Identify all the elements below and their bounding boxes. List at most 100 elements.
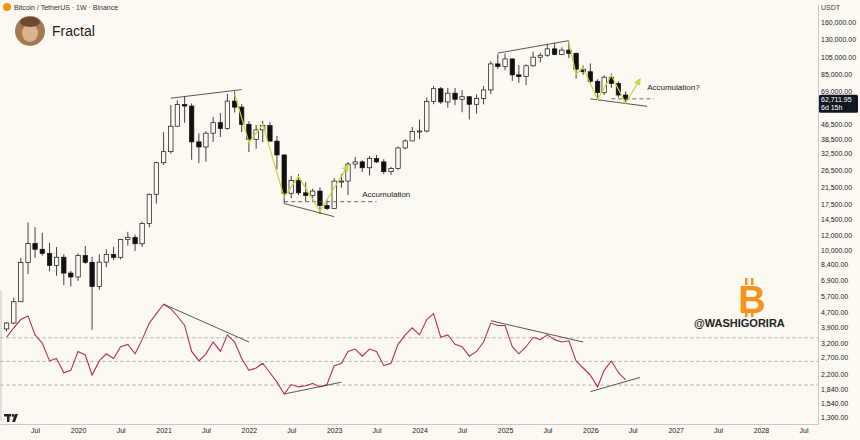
candle-body: [595, 81, 599, 92]
y-tick-label: 3,200.00: [821, 340, 848, 347]
y-tick-label: 26,500.00: [821, 167, 852, 174]
candle-body: [197, 142, 201, 147]
trend-line: [284, 201, 376, 202]
subtitle: Bitcoin / TetherUS · 1W · Binance: [14, 4, 118, 11]
candle-body: [26, 243, 30, 262]
chart: 160,000.00130,000.00105,000.0085,000.006…: [0, 0, 860, 440]
y-tick: 38,500.00: [818, 136, 852, 143]
y-tick-label: 5,700.00: [821, 293, 848, 300]
x-tick-label: Jul: [629, 427, 638, 434]
trend-line: [284, 204, 334, 217]
rsi-grid-line: [1, 361, 819, 362]
candle-body: [403, 141, 407, 148]
y-tick-label: 10,000.00: [821, 247, 852, 254]
candle-wick: [305, 182, 306, 201]
y-tick: 3,900.00: [818, 324, 848, 331]
candle-body: [97, 262, 101, 286]
y-tick: 8,400.00: [818, 261, 848, 268]
x-tick-label: 2022: [242, 427, 258, 434]
candle-body: [12, 302, 16, 323]
candle-body: [510, 59, 514, 75]
y-tick-label: 1,540.00: [821, 400, 848, 407]
candle-body: [19, 263, 23, 302]
x-tick: Jul: [458, 424, 467, 434]
candle-body: [311, 191, 315, 195]
candle-body: [133, 237, 137, 243]
candle-wick: [184, 96, 185, 122]
logo-part: [7, 414, 10, 422]
logo-part: [12, 414, 15, 417]
y-tick: 2,200.00: [818, 371, 848, 378]
y-axis-line: [818, 5, 819, 425]
candle-body: [182, 104, 186, 106]
y-tick: 2,700.00: [818, 354, 848, 361]
trend-line: [590, 99, 647, 107]
avatar-hair: [20, 17, 40, 27]
y-tick: 32,500.00: [818, 150, 852, 157]
y-axis-unit: USDT: [821, 4, 841, 11]
y-tick: 26,500.00: [818, 167, 852, 174]
background: [0, 0, 860, 440]
candle-body: [325, 206, 329, 209]
candle-body: [303, 193, 307, 196]
countdown-label: 6d 15h: [821, 104, 843, 111]
x-tick-label: Jul: [458, 427, 467, 434]
y-tick-label: 46,500.00: [821, 121, 852, 128]
candle-body: [410, 132, 414, 141]
y-tick: 10,000.00: [818, 247, 852, 254]
x-tick-label: Jul: [373, 427, 382, 434]
trend-line: [611, 98, 654, 99]
candle-body: [353, 162, 357, 164]
y-tick-label: 21,500.00: [821, 184, 852, 191]
y-tick: 105,000.00: [818, 54, 856, 61]
candle-body: [417, 131, 421, 132]
annotation: Accumulation?: [647, 83, 700, 92]
candle-body: [517, 75, 521, 77]
candle-body: [268, 126, 272, 142]
trend-line: [498, 41, 569, 53]
logo-part: [12, 414, 18, 422]
rsi-tick: [1, 385, 819, 386]
x-tick: 2023: [327, 424, 343, 434]
rsi-tick: [1, 337, 819, 338]
candle-body: [296, 180, 300, 192]
fractal-path: [569, 43, 640, 104]
candle-body: [538, 55, 542, 57]
candle-wick: [113, 247, 114, 260]
y-tick: 46,500.00: [818, 121, 852, 128]
x-axis-line: [1, 424, 819, 425]
rsi-grid-line: [1, 337, 819, 338]
y-tick: 17,500.00: [818, 201, 852, 208]
rsi-trend-line: [284, 382, 341, 394]
x-tick-label: Jul: [117, 427, 126, 434]
candle-body: [232, 101, 236, 107]
x-tick-label: 2020: [71, 427, 87, 434]
x-tick: 2020: [71, 424, 87, 434]
trend-line: [171, 90, 242, 99]
y-tick-label: 14,500.00: [821, 216, 852, 223]
candle-body: [126, 237, 130, 239]
candle-body: [76, 255, 80, 277]
candle-body: [489, 64, 493, 90]
candle-body: [275, 141, 279, 155]
rsi-plot: [7, 304, 640, 394]
candle-wick: [462, 90, 463, 112]
rsi-grid-line: [1, 385, 819, 386]
y-tick-label: 160,000.00: [821, 19, 856, 26]
candle-body: [318, 191, 322, 206]
candle-body: [47, 253, 51, 265]
candle-body: [189, 106, 193, 142]
candle-body: [169, 126, 173, 151]
candle-body: [367, 158, 371, 167]
x-tick: Jul: [800, 424, 809, 434]
candle-body: [545, 49, 549, 55]
x-tick: 2022: [242, 424, 258, 434]
x-axis: Jul2020Jul2021Jul2022Jul2023Jul2024Jul20…: [1, 424, 819, 434]
y-tick: 12,000.00: [818, 232, 852, 239]
candle-body: [54, 257, 58, 265]
x-tick-label: Jul: [543, 427, 552, 434]
y-tick-label: 17,500.00: [821, 201, 852, 208]
y-tick: 160,000.00: [818, 19, 856, 26]
y-tick-label: 2,200.00: [821, 371, 848, 378]
x-tick: 2025: [498, 424, 514, 434]
